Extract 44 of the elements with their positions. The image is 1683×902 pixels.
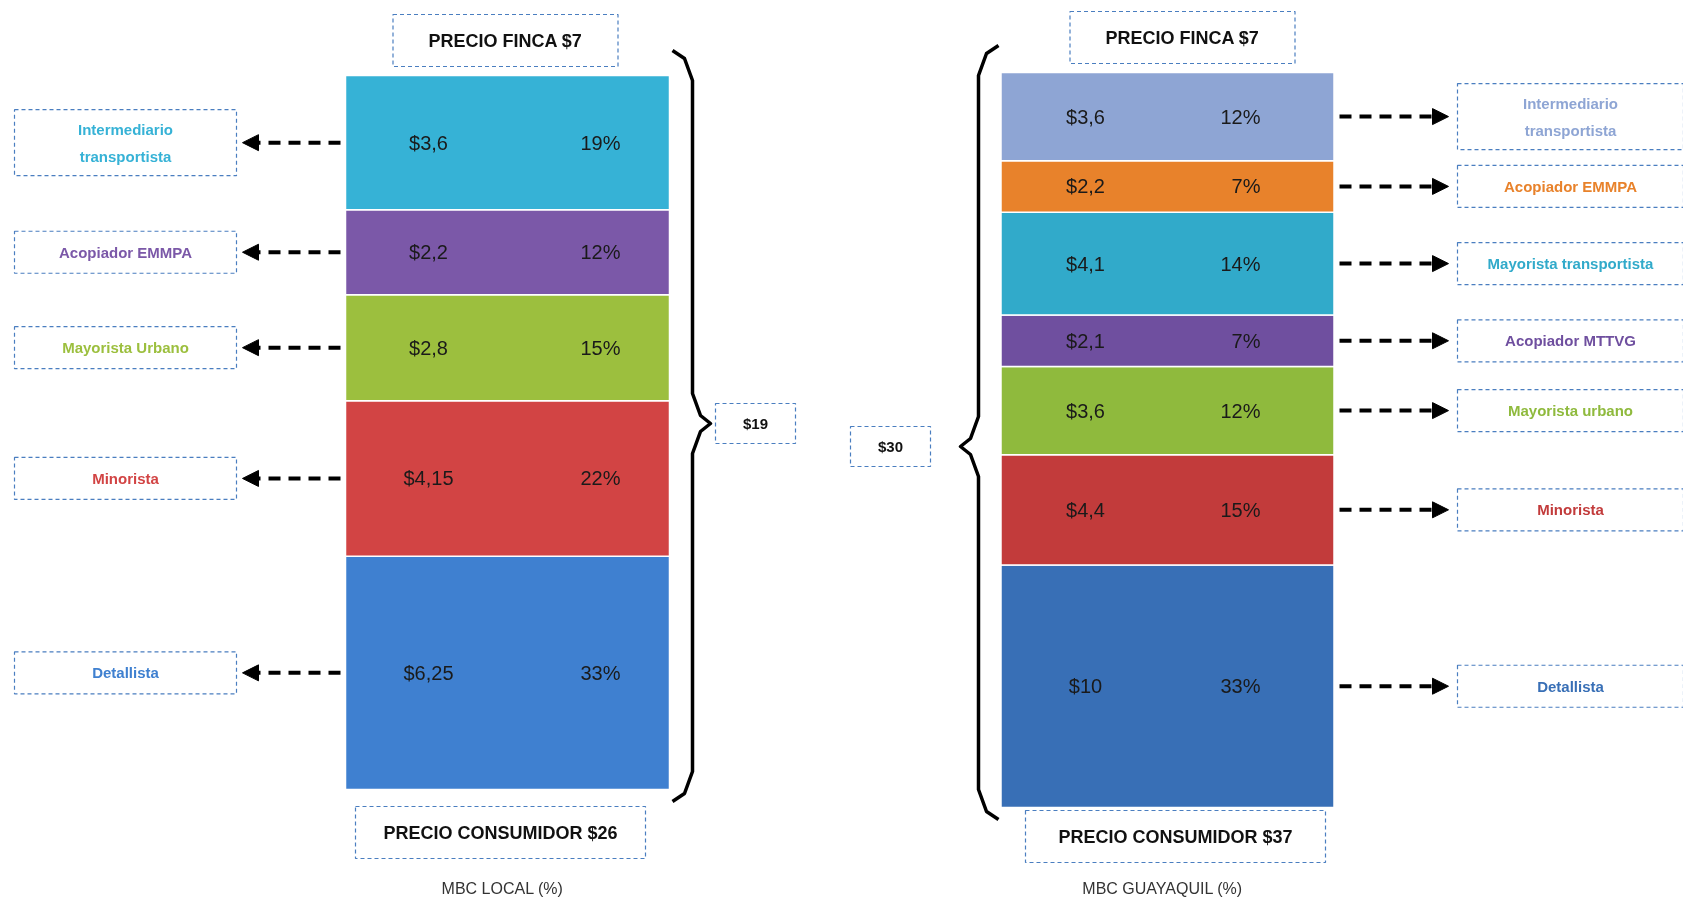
data-label: 19% [580, 131, 621, 154]
annotation: $4,1 [1066, 252, 1105, 275]
data-label: 15% [1220, 498, 1261, 521]
text: $30 [877, 438, 904, 455]
annotation: $6,25 [403, 661, 454, 684]
data-label: 33% [580, 661, 621, 684]
data-label: 7% [1231, 175, 1261, 198]
text: PRECIO CONSUMIDOR $26 [383, 822, 618, 843]
text: $19 [742, 415, 769, 432]
text: Acopiador EMMPA [1503, 177, 1638, 195]
data-label: 12% [1220, 399, 1261, 422]
annotation: $3,6 [1066, 105, 1105, 128]
text: Detallista [92, 664, 160, 682]
data-label: 14% [1220, 252, 1261, 275]
annotation: $2,1 [1066, 329, 1105, 352]
data-label: 33% [1220, 675, 1261, 698]
x-axis-title: MBC LOCAL (%) [441, 880, 563, 897]
text: Intermediario transportista [77, 120, 174, 165]
annotation: $3,6 [409, 131, 448, 154]
data-label: 12% [580, 241, 621, 264]
text: Acopiador EMMPA [58, 243, 193, 261]
text: Intermediario transportista [1522, 94, 1619, 139]
text: Mayorista Urbano [62, 339, 189, 357]
data-label: 22% [580, 467, 621, 490]
text: Minorista [1537, 501, 1605, 519]
text: Minorista [92, 469, 160, 487]
text: PRECIO FINCA $7 [428, 30, 582, 51]
data-label: 12% [1220, 105, 1261, 128]
text: PRECIO FINCA $7 [1105, 27, 1259, 48]
text: Mayorista transportista [1487, 255, 1655, 273]
text: Mayorista urbano [1507, 402, 1634, 420]
annotation: $4,4 [1066, 498, 1105, 521]
text: Detallista [1537, 677, 1605, 695]
x-axis-title: MBC GUAYAQUIL (%) [1082, 880, 1243, 897]
annotation: $2,2 [409, 241, 448, 264]
annotation: $2,8 [409, 336, 448, 359]
annotation: $3,6 [1066, 399, 1105, 422]
annotation: $4,15 [403, 467, 454, 490]
text: Acopiador MTTVG [1505, 332, 1636, 350]
text: PRECIO CONSUMIDOR $37 [1058, 826, 1293, 847]
annotation: $2,2 [1066, 175, 1105, 198]
data-label: 7% [1231, 329, 1261, 352]
annotation: $10 [1068, 675, 1103, 698]
data-label: 15% [580, 336, 621, 359]
